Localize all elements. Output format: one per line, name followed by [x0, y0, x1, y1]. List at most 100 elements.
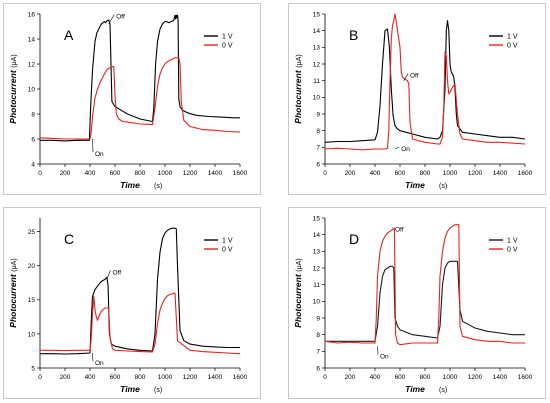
series-line-0v: [324, 13, 526, 151]
y-tick-label: 14: [313, 28, 321, 35]
y-axis-unit: (μA): [11, 258, 18, 271]
annotation-label: Off: [113, 270, 122, 277]
panel-letter: D: [349, 231, 359, 247]
y-axis-label: Photocurrent: [8, 69, 18, 124]
x-tick-label: 400: [85, 170, 96, 177]
panel-letter: A: [64, 27, 74, 43]
chart-panel-a: 0 200 400 600 800 1000 1200 1400 1600 4 6 8 10 12 14 16…: [3, 3, 261, 195]
y-tick-label: 13: [313, 249, 321, 256]
series-line-0v: [40, 292, 241, 355]
y-tick-label: 8: [31, 111, 35, 118]
x-tick-label: 1600: [518, 170, 533, 177]
legend-label: 1 V: [507, 238, 518, 245]
legend-label: 1 V: [222, 34, 233, 41]
chart-svg: 0 200 400 600 800 1000 1200 1400 1600 4 6 8 10 12 14 16…: [8, 11, 248, 190]
x-axis-label: Time: [120, 384, 140, 394]
y-axis-unit: (μA): [296, 258, 303, 271]
annotation-leader: [394, 146, 400, 150]
x-axis-unit: (s): [439, 387, 447, 394]
x-tick-label: 1200: [183, 374, 198, 381]
chart-svg: 0 200 400 600 800 1000 1200 1400 1600 6 7 8 9 10 11 12 1…: [293, 215, 533, 394]
annotation-label: On: [401, 146, 410, 153]
x-tick-label: 1200: [468, 374, 483, 381]
x-axis-unit: (s): [154, 183, 162, 190]
x-tick-label: 600: [395, 170, 406, 177]
x-tick-label: 1400: [208, 170, 223, 177]
y-tick-label: 10: [313, 95, 321, 102]
y-tick-label: 14: [313, 232, 321, 239]
x-tick-label: 600: [110, 170, 121, 177]
annotation-leader: [377, 346, 379, 355]
x-tick-label: 1400: [493, 170, 508, 177]
x-tick-label: 1600: [233, 170, 248, 177]
x-tick-label: 1200: [183, 170, 198, 177]
y-tick-label: 12: [313, 265, 321, 272]
annotation-label: On: [95, 360, 104, 367]
chart-svg: 0 200 400 600 800 1000 1200 1400 1600 6 7 8 9 10 11 12 1…: [293, 11, 533, 190]
chart-panel-d: 0 200 400 600 800 1000 1200 1400 1600 6 7 8 9 10 11 12 1…: [288, 207, 546, 399]
annotation-label: Off: [410, 73, 419, 80]
annotation-leader: [403, 73, 409, 81]
y-tick-label: 6: [31, 136, 35, 143]
annotation-label: On: [380, 353, 389, 360]
x-tick-label: 1200: [468, 170, 483, 177]
y-tick-label: 15: [313, 11, 321, 18]
panel-letter: B: [349, 27, 358, 43]
y-tick-label: 15: [28, 297, 36, 304]
legend-label: 1 V: [507, 34, 518, 41]
x-tick-label: 800: [420, 374, 431, 381]
chart-panel-c: 0 200 400 600 800 1000 1200 1400 1600 5 10 15 20 25 Ti…: [3, 207, 261, 399]
y-tick-label: 14: [28, 36, 36, 43]
chart-svg: 0 200 400 600 800 1000 1200 1400 1600 5 10 15 20 25 Ti…: [8, 218, 248, 394]
y-tick-label: 11: [313, 282, 320, 289]
y-tick-label: 13: [313, 45, 321, 52]
x-axis-unit: (s): [154, 387, 162, 394]
x-tick-label: 400: [370, 170, 381, 177]
annotation-label: Off: [116, 14, 125, 21]
x-tick-label: 1000: [443, 374, 458, 381]
x-tick-label: 0: [38, 170, 42, 177]
x-tick-label: 800: [135, 170, 146, 177]
x-tick-label: 200: [345, 374, 356, 381]
x-tick-label: 600: [110, 374, 121, 381]
y-axis-label: Photocurrent: [8, 273, 18, 328]
y-tick-label: 25: [28, 229, 36, 236]
x-tick-label: 1400: [493, 374, 508, 381]
y-tick-label: 12: [28, 61, 36, 68]
x-tick-label: 0: [323, 170, 327, 177]
series-line-1v: [40, 227, 240, 355]
legend-label: 0 V: [507, 247, 518, 254]
y-tick-label: 16: [28, 11, 36, 18]
x-tick-label: 200: [60, 170, 71, 177]
series-line-0v: [39, 57, 241, 140]
x-tick-label: 600: [395, 374, 406, 381]
x-tick-label: 200: [345, 170, 356, 177]
y-tick-label: 5: [31, 365, 35, 372]
y-tick-label: 20: [28, 263, 36, 270]
x-tick-label: 1600: [518, 374, 533, 381]
y-tick-label: 6: [316, 161, 320, 168]
x-axis-label: Time: [405, 384, 425, 394]
x-tick-label: 400: [370, 374, 381, 381]
annotation-label: On: [95, 151, 104, 158]
x-tick-label: 1000: [443, 170, 458, 177]
legend-label: 1 V: [222, 238, 233, 245]
x-tick-label: 200: [60, 374, 71, 381]
y-tick-label: 15: [313, 215, 321, 222]
legend-label: 0 V: [507, 43, 518, 50]
series-line-1v: [325, 260, 525, 342]
x-tick-label: 0: [323, 374, 327, 381]
y-tick-label: 7: [316, 349, 320, 356]
x-tick-label: 0: [38, 374, 42, 381]
annotation-label: Off: [395, 227, 404, 234]
y-tick-label: 8: [316, 128, 320, 135]
y-axis-label: Photocurrent: [293, 69, 303, 124]
y-axis-unit: (μA): [11, 54, 18, 67]
x-axis-label: Time: [405, 180, 425, 190]
chart-panel-b: 0 200 400 600 800 1000 1200 1400 1600 6 7 8 9 10 11 12 1…: [288, 3, 546, 195]
y-tick-label: 10: [28, 331, 36, 338]
y-tick-label: 8: [316, 332, 320, 339]
x-axis-label: Time: [120, 180, 140, 190]
y-tick-label: 10: [28, 86, 36, 93]
annotation-leader: [107, 270, 111, 278]
